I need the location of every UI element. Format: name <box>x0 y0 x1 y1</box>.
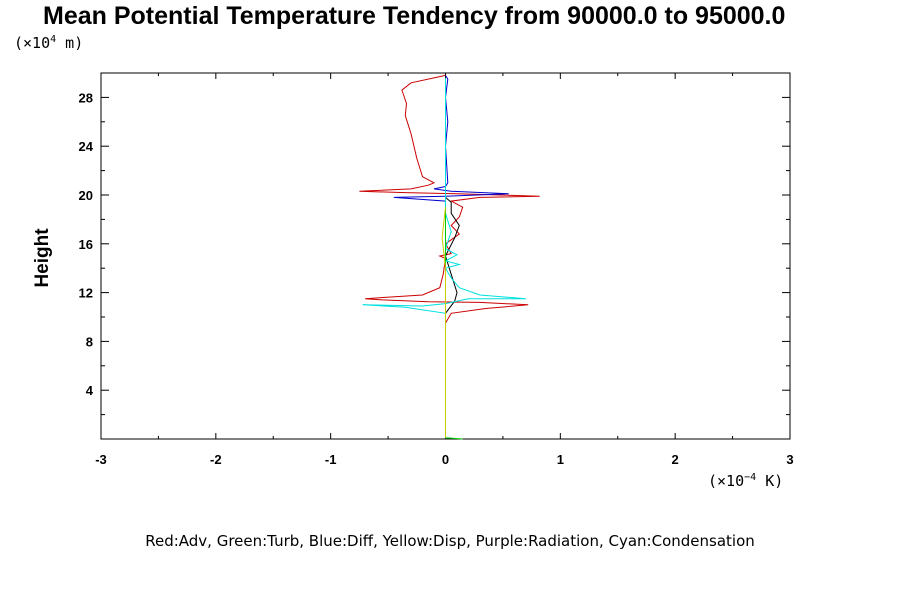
x-tick-label: 3 <box>786 452 793 467</box>
y-unit-tail: m) <box>56 34 84 52</box>
y-tick-label: 4 <box>86 383 94 398</box>
series-line-adv <box>359 74 540 438</box>
y-tick-label: 28 <box>79 90 93 105</box>
x-tick-label: -3 <box>95 452 107 467</box>
y-tick-label: 16 <box>79 237 93 252</box>
x-tick-label: 1 <box>557 452 564 467</box>
x-tick-label: 2 <box>672 452 679 467</box>
y-tick-label: 20 <box>79 188 93 203</box>
y-tick-label: 12 <box>79 286 93 301</box>
y-unit-exponent: 4 <box>50 34 57 45</box>
series-line-disp <box>441 207 446 438</box>
chart-title: Mean Potential Temperature Tendency from… <box>43 2 786 30</box>
y-unit-label: (×104 m) <box>14 34 83 52</box>
x-unit-label: (×10−4 K) <box>708 472 783 490</box>
series-line-condensation <box>362 77 526 438</box>
x-unit-exponent: −4 <box>744 472 757 483</box>
x-tick-label: -2 <box>210 452 222 467</box>
series-line-total <box>444 197 460 438</box>
x-unit-tail: K) <box>756 472 784 490</box>
y-unit-base: (×10 <box>14 34 51 52</box>
x-tick-label: 0 <box>442 452 449 467</box>
series-line-diff <box>393 75 509 438</box>
y-tick-label: 8 <box>86 334 93 349</box>
legend-text: Red:Adv, Green:Turb, Blue:Diff, Yellow:D… <box>145 532 755 550</box>
x-unit-base: (×10 <box>708 472 745 490</box>
y-tick-label: 24 <box>79 139 94 154</box>
x-tick-label: -1 <box>325 452 337 467</box>
